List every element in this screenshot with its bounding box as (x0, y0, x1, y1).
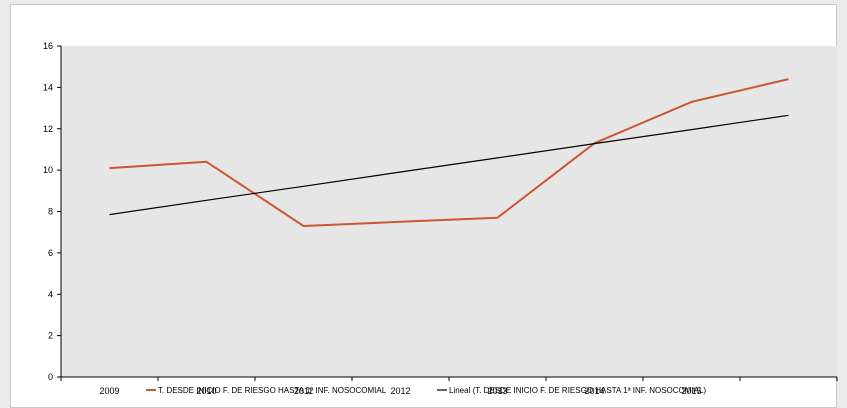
legend-label: T. DESDE INICIO F. DE RIESGO HASTA 1ª IN… (158, 386, 387, 395)
y-tick-label: 0 (48, 372, 53, 382)
x-tick-label: 2014 (584, 386, 604, 396)
x-tick-label: 2010 (196, 386, 216, 396)
y-tick-label: 4 (48, 289, 53, 299)
x-tick-label: 2009 (99, 386, 119, 396)
x-tick-label: 2011 (294, 386, 313, 396)
x-tick-label: 2012 (390, 386, 410, 396)
y-tick-label: 6 (48, 248, 53, 258)
y-tick-label: 16 (43, 41, 53, 51)
x-tick-label: 2013 (487, 386, 507, 396)
y-tick-label: 14 (43, 82, 53, 92)
series-line-tendencia-lineal (109, 114, 789, 216)
plot-area (61, 46, 837, 377)
x-tick-label: 2015 (681, 386, 701, 396)
series-line-tiempo-inf-nosocomial (109, 78, 789, 227)
y-tick-label: 10 (43, 165, 53, 175)
legend-label: Lineal (T. DESDE INICIO F. DE RIESGO HAS… (449, 386, 706, 395)
y-tick-label: 2 (48, 331, 53, 341)
y-tick-label: 12 (43, 124, 53, 134)
y-tick-label: 8 (48, 207, 53, 217)
